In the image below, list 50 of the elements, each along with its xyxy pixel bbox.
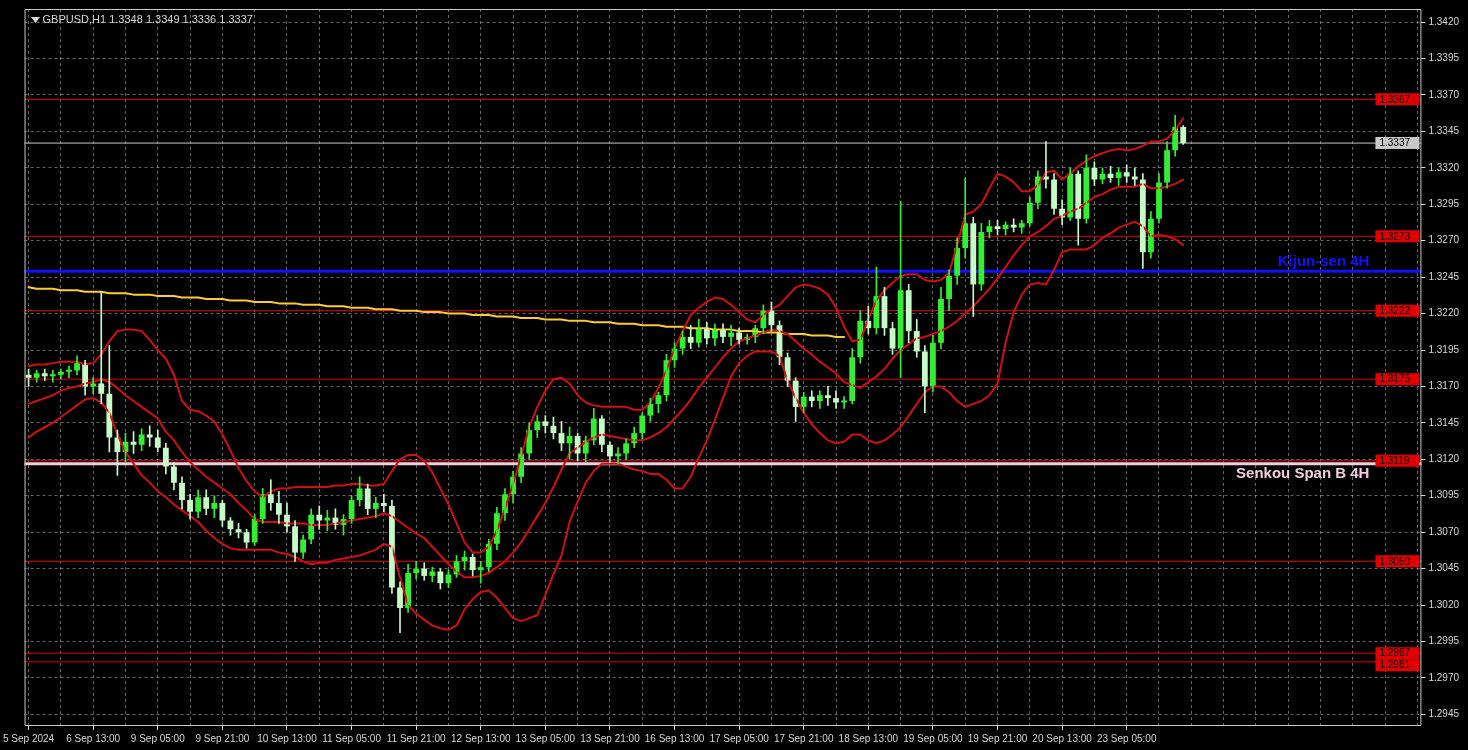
x-tick-label: 18 Sep 13:00 xyxy=(838,732,899,744)
ref-line-label: 1.2987 xyxy=(1379,647,1411,659)
ref-line-label: 1.2981 xyxy=(1379,659,1411,671)
x-tick-label: 19 Sep 21:00 xyxy=(967,732,1028,744)
x-tick-label: 23 Sep 05:00 xyxy=(1096,732,1157,744)
y-tick-label: 1.3020 xyxy=(1428,598,1460,610)
ref-line-label: 1.3175 xyxy=(1379,373,1411,385)
y-tick-label: 1.3120 xyxy=(1428,453,1460,465)
y-tick-label: 1.3270 xyxy=(1428,234,1460,246)
x-tick-label: 11 Sep 21:00 xyxy=(386,732,446,744)
y-tick-label: 1.3370 xyxy=(1428,88,1460,100)
ref-line-label: 1.3273 xyxy=(1379,230,1411,242)
y-tick-label: 1.2995 xyxy=(1428,635,1460,647)
x-tick-label: 19 Sep 05:00 xyxy=(903,732,964,744)
y-tick-label: 1.3395 xyxy=(1428,52,1460,64)
y-tick-label: 1.3145 xyxy=(1428,416,1460,428)
y-tick-label: 1.2945 xyxy=(1428,708,1460,720)
x-tick-label: 13 Sep 05:00 xyxy=(515,732,576,744)
ref-line-label: 1.3119 xyxy=(1379,455,1410,467)
x-tick-label: 11 Sep 05:00 xyxy=(322,732,382,744)
ref-line-label: Kijun-sen 4H xyxy=(1277,251,1370,269)
x-tick-label: 10 Sep 13:00 xyxy=(257,732,318,744)
chart-title: GBPUSD,H1 1.3348 1.3349 1.3336 1.3337 xyxy=(42,12,253,25)
y-tick-label: 1.3095 xyxy=(1428,489,1460,501)
ref-line-label: 1.3337 xyxy=(1379,137,1411,149)
y-tick-label: 1.2970 xyxy=(1428,671,1460,683)
y-tick-label: 1.3220 xyxy=(1428,307,1460,319)
y-tick-label: 1.3245 xyxy=(1428,270,1460,282)
y-tick-label: 1.3070 xyxy=(1428,525,1460,537)
x-tick-label: 13 Sep 21:00 xyxy=(580,732,641,744)
x-tick-label: 9 Sep 21:00 xyxy=(195,732,250,744)
y-tick-label: 1.3345 xyxy=(1428,125,1460,137)
y-tick-label: 1.3320 xyxy=(1428,161,1460,173)
x-tick-label: 17 Sep 05:00 xyxy=(709,732,770,744)
x-tick-label: 17 Sep 21:00 xyxy=(773,732,834,744)
x-tick-label: 20 Sep 13:00 xyxy=(1032,732,1093,744)
y-tick-label: 1.3045 xyxy=(1428,562,1460,574)
ref-line-label: 1.3050 xyxy=(1379,555,1411,567)
ref-line-label: 1.3222 xyxy=(1379,304,1411,316)
x-tick-label: 5 Sep 2024 xyxy=(3,732,55,744)
y-tick-label: 1.3170 xyxy=(1428,380,1460,392)
y-tick-label: 1.3295 xyxy=(1428,198,1460,210)
x-tick-label: 6 Sep 13:00 xyxy=(66,732,121,744)
y-tick-label: 1.3195 xyxy=(1428,343,1460,355)
x-tick-label: 9 Sep 05:00 xyxy=(130,732,186,744)
x-tick-label: 12 Sep 13:00 xyxy=(451,732,511,744)
x-tick-label: 16 Sep 13:00 xyxy=(644,732,705,744)
y-tick-label: 1.3420 xyxy=(1428,15,1460,27)
ref-line-label: Senkou Span B 4H xyxy=(1236,464,1370,482)
ref-line-label: 1.3367 xyxy=(1379,93,1411,105)
